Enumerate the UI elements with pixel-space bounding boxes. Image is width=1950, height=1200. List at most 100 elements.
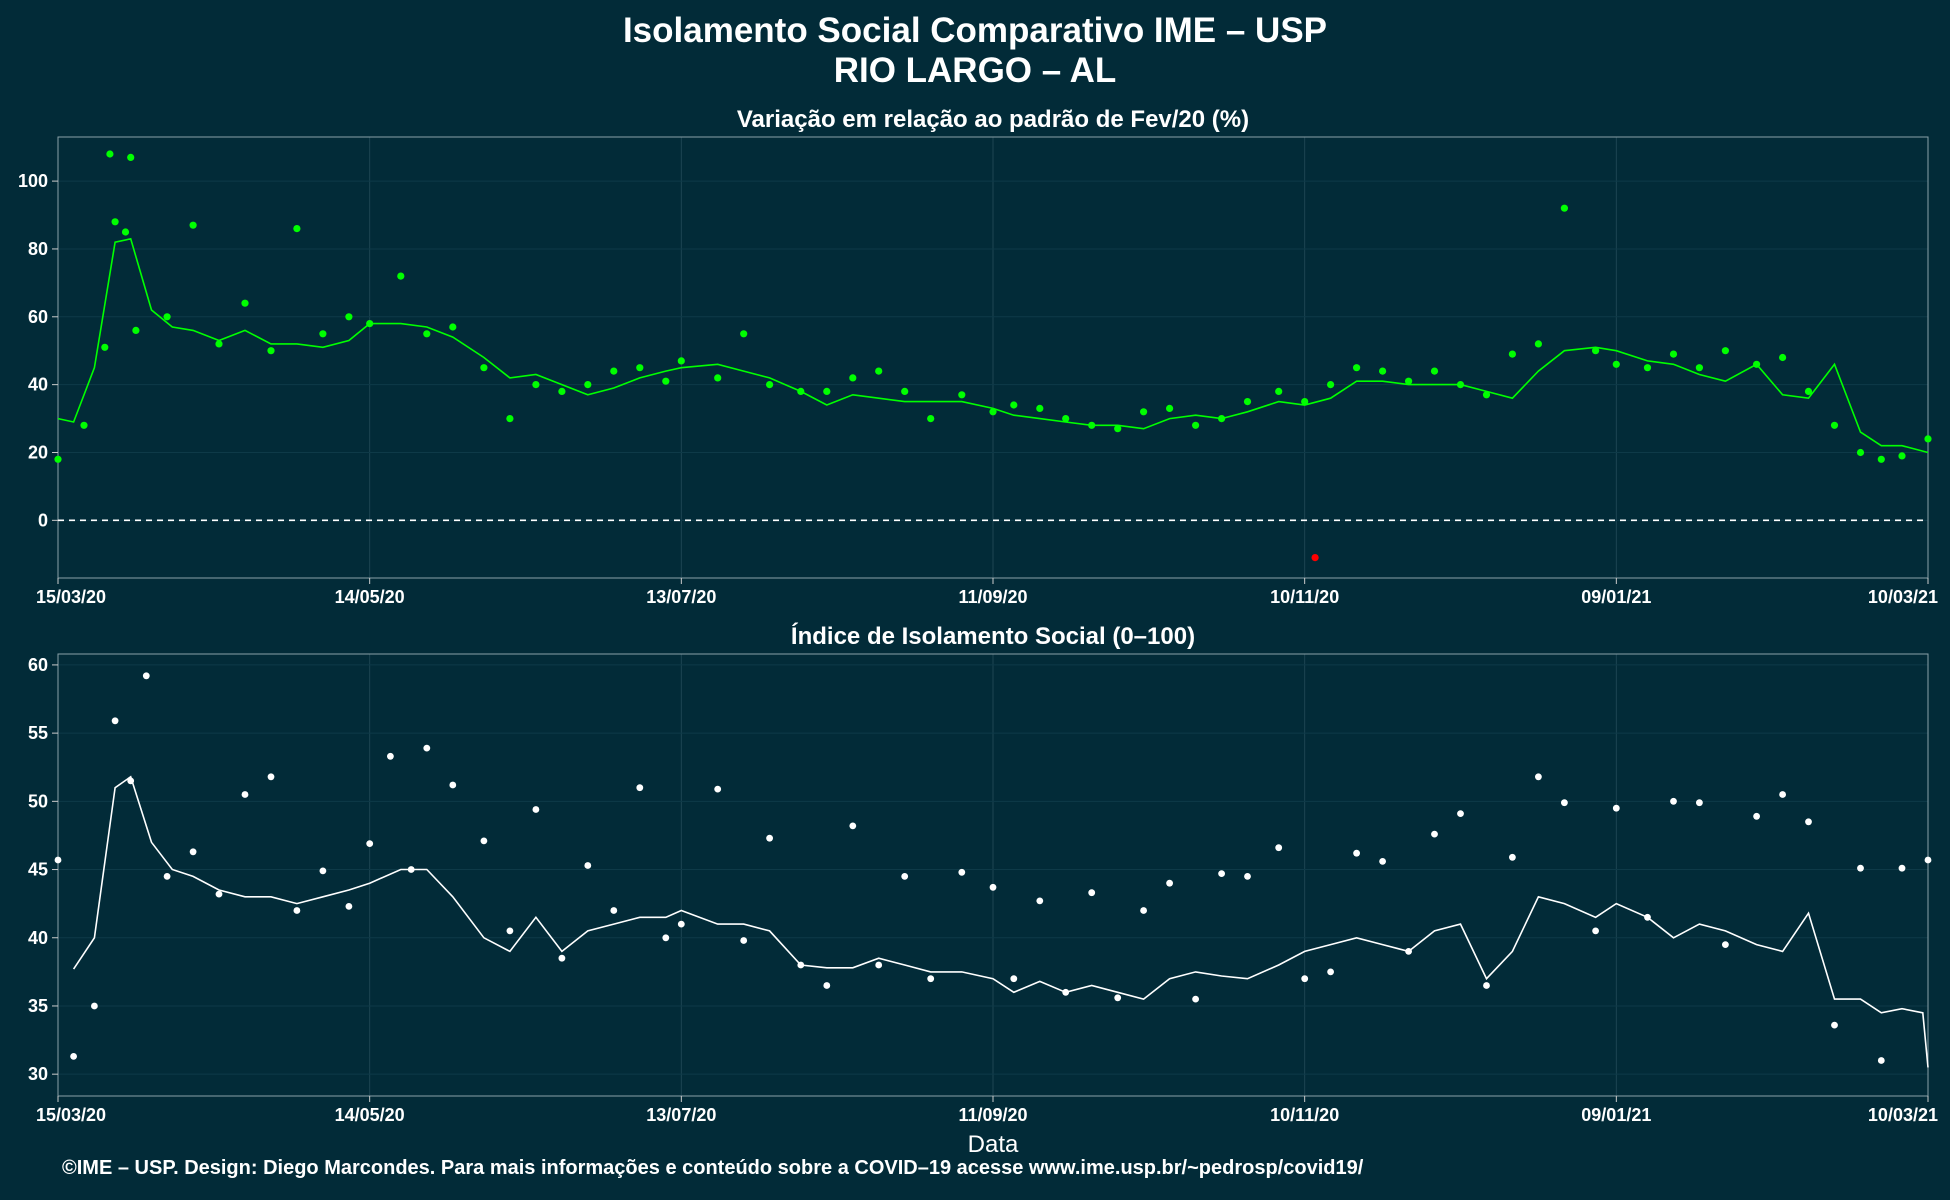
index-point <box>1696 799 1703 807</box>
index-point <box>1140 907 1147 914</box>
index-point <box>714 785 722 793</box>
variation-point <box>584 381 592 389</box>
index-point <box>423 744 431 752</box>
variation-point <box>1856 448 1865 457</box>
x-tick-label: 10/03/21 <box>1868 1105 1938 1125</box>
variation-point <box>106 150 114 158</box>
index-point <box>1779 791 1786 798</box>
y-tick-label: 55 <box>28 723 48 743</box>
y-tick-label: 80 <box>28 239 48 259</box>
index-point <box>927 975 935 983</box>
y-tick-label: 60 <box>28 307 48 327</box>
x-tick-label: 10/11/20 <box>1270 587 1339 607</box>
variation-point <box>506 415 514 423</box>
variation-point <box>121 228 130 236</box>
variation-point <box>927 415 935 423</box>
page-subtitle: RIO LARGO – AL <box>833 51 1117 90</box>
x-tick-label: 09/01/21 <box>1581 587 1651 607</box>
index-moving-average <box>72 775 1929 1068</box>
index-point <box>901 873 909 880</box>
variation-point <box>740 330 748 338</box>
variation-point <box>1643 364 1652 372</box>
x-tick-label: 10/11/20 <box>1270 1105 1339 1125</box>
index-point <box>1670 797 1677 805</box>
x-tick-label: 09/01/21 <box>1581 1105 1651 1125</box>
index-point <box>662 934 670 942</box>
variation-point <box>875 367 883 375</box>
index-point <box>1457 810 1464 817</box>
variation-point <box>714 374 722 382</box>
index-point <box>1327 968 1334 976</box>
variation-point <box>101 343 109 351</box>
index-point <box>532 806 540 813</box>
variation-point <box>1721 347 1729 355</box>
variation-point <box>397 272 405 280</box>
index-point <box>1924 856 1932 864</box>
variation-point <box>1508 350 1516 358</box>
index-point <box>677 920 685 928</box>
variation-point <box>823 387 831 395</box>
index-point <box>1898 864 1906 872</box>
variation-point <box>449 323 457 331</box>
variation-point <box>163 313 171 321</box>
footer-credit: ©IME – USP. Design: Diego Marcondes. Par… <box>62 1157 1364 1179</box>
index-point <box>558 954 566 962</box>
y-tick-label: 35 <box>28 996 48 1016</box>
y-tick-label: 0 <box>38 510 48 530</box>
variation-point <box>677 357 685 365</box>
index-point <box>1275 844 1283 852</box>
variation-point <box>293 225 301 233</box>
index-point <box>875 961 883 969</box>
variation-point <box>989 408 997 416</box>
index-point <box>823 982 831 989</box>
panel-title: Variação em relação ao padrão de Fev/20 … <box>737 106 1249 133</box>
index-point <box>215 890 223 898</box>
index-point <box>387 752 394 760</box>
variation-point <box>1166 404 1174 412</box>
index-point <box>54 856 62 864</box>
variation-point <box>111 218 119 226</box>
x-tick-label: 11/09/20 <box>958 1105 1027 1125</box>
variation-point <box>1036 404 1044 412</box>
variation-moving-average <box>57 237 1929 454</box>
variation-point <box>241 299 249 307</box>
index-point <box>849 822 857 830</box>
y-tick-label: 40 <box>28 375 48 395</box>
y-tick-label: 100 <box>18 171 48 191</box>
index-point <box>267 773 275 781</box>
index-point <box>1218 870 1225 877</box>
variation-point <box>1877 455 1885 463</box>
variation-point <box>1612 360 1620 368</box>
y-tick-label: 60 <box>28 655 48 675</box>
index-point <box>293 907 301 914</box>
x-tick-label: 10/03/21 <box>1868 587 1938 607</box>
variation-point <box>319 330 327 338</box>
index-point <box>989 883 997 891</box>
index-point <box>1805 818 1812 826</box>
index-point <box>958 868 966 876</box>
variation-point <box>215 340 223 348</box>
index-point <box>480 837 488 845</box>
index-point <box>1857 864 1864 872</box>
variation-point <box>189 221 197 229</box>
variation-point <box>1327 381 1335 389</box>
x-tick-label: 13/07/20 <box>646 1105 716 1125</box>
index-point <box>1722 941 1729 948</box>
variation-point <box>127 153 135 161</box>
variation-point <box>1924 435 1932 443</box>
y-tick-label: 40 <box>28 928 48 948</box>
y-tick-label: 45 <box>28 860 48 880</box>
variation-point <box>1192 421 1200 429</box>
index-point <box>1379 858 1386 865</box>
index-point <box>506 927 514 935</box>
variation-point <box>1010 401 1018 409</box>
x-tick-label: 14/05/20 <box>335 587 405 607</box>
index-point <box>1244 873 1251 880</box>
variation-point <box>1140 408 1148 416</box>
isolation-index-panel: Índice de Isolamento Social (0–100) 30 35 4… <box>28 622 1938 1158</box>
index-point <box>449 781 457 789</box>
index-point <box>1509 853 1516 861</box>
panel-title: Índice de Isolamento Social (0–100) <box>791 622 1195 650</box>
index-point <box>1535 773 1542 781</box>
